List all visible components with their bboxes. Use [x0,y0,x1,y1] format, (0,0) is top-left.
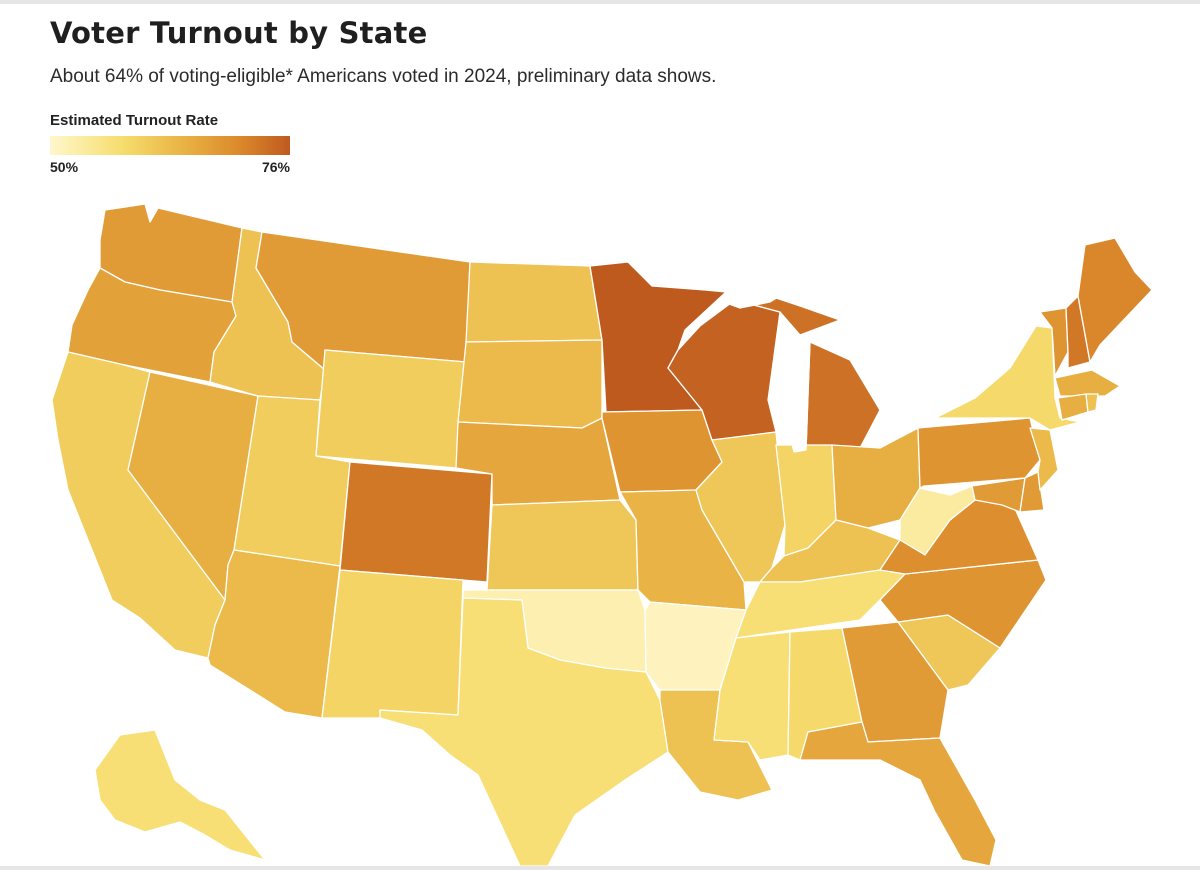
state-nd[interactable] [465,261,603,343]
legend-ticks: 50% 76% [50,159,290,179]
state-md[interactable] [971,477,1026,513]
state-nh[interactable] [1065,295,1091,369]
page-subtitle: About 64% of voting-eligible* Americans … [50,66,717,87]
legend-color-scale [50,136,290,155]
state-wi[interactable] [667,299,781,441]
page-title: Voter Turnout by State [50,16,428,50]
state-ct[interactable] [1057,393,1089,421]
state-fl[interactable] [799,721,997,867]
top-rule [0,0,1200,4]
legend-max-label: 76% [261,159,290,175]
great-lakes [717,295,811,453]
state-nm[interactable] [321,569,464,719]
state-sd[interactable] [457,339,603,429]
state-co[interactable] [339,461,493,583]
legend-title: Estimated Turnout Rate [50,112,219,129]
state-ma[interactable] [1054,369,1121,397]
legend: Estimated Turnout Rate 50% 76% [50,112,290,179]
bottom-rule [0,866,1200,870]
state-tx[interactable] [379,597,669,867]
state-me[interactable] [1077,237,1153,363]
state-wy[interactable] [315,349,467,469]
state-ks[interactable] [486,499,639,591]
state-ri[interactable] [1085,393,1099,413]
state-ak[interactable] [94,729,266,861]
state-mn[interactable] [589,261,727,413]
state-az[interactable] [207,549,341,719]
state-vt[interactable] [1039,307,1069,377]
legend-min-label: 50% [50,159,79,175]
state-pa[interactable] [917,417,1041,489]
state-ny[interactable] [934,325,1081,431]
state-de[interactable] [1019,471,1045,513]
state-shapes [51,203,1153,867]
state-ia[interactable] [601,409,723,493]
